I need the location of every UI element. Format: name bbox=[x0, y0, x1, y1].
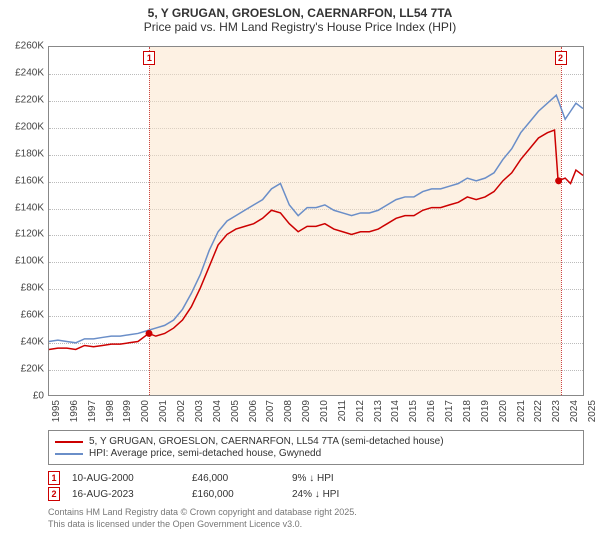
marker-dot-2 bbox=[555, 177, 562, 184]
y-tick: £240K bbox=[0, 67, 44, 78]
x-tick: 2001 bbox=[158, 400, 169, 422]
annot-marker-2: 2 bbox=[48, 487, 60, 501]
x-tick: 2007 bbox=[265, 400, 276, 422]
x-tick: 2005 bbox=[230, 400, 241, 422]
x-tick: 2022 bbox=[533, 400, 544, 422]
x-tick: 1998 bbox=[105, 400, 116, 422]
legend: 5, Y GRUGAN, GROESLON, CAERNARFON, LL54 … bbox=[48, 430, 584, 465]
legend-swatch-1 bbox=[55, 441, 83, 443]
annot-price: £160,000 bbox=[192, 489, 292, 500]
y-tick: £180K bbox=[0, 148, 44, 159]
x-tick: 1995 bbox=[51, 400, 62, 422]
x-tick: 1999 bbox=[122, 400, 133, 422]
y-tick: £260K bbox=[0, 41, 44, 52]
title-line-1: 5, Y GRUGAN, GROESLON, CAERNARFON, LL54 … bbox=[0, 6, 600, 20]
annotation-list: 1 10-AUG-2000£46,0009% ↓ HPI 2 16-AUG-2023£… bbox=[48, 471, 584, 501]
y-tick: £140K bbox=[0, 202, 44, 213]
x-tick: 2014 bbox=[390, 400, 401, 422]
annot-date: 16-AUG-2023 bbox=[72, 489, 192, 500]
y-tick: £100K bbox=[0, 256, 44, 267]
footer-line-2: This data is licensed under the Open Gov… bbox=[48, 519, 584, 531]
x-tick: 2004 bbox=[212, 400, 223, 422]
plot-area: 12 bbox=[48, 46, 584, 396]
y-tick: £40K bbox=[0, 337, 44, 348]
annot-pct: 9% ↓ HPI bbox=[292, 473, 372, 484]
footer: Contains HM Land Registry data © Crown c… bbox=[48, 507, 584, 530]
annot-marker-1: 1 bbox=[48, 471, 60, 485]
x-tick: 2025 bbox=[587, 400, 598, 422]
x-tick: 2000 bbox=[140, 400, 151, 422]
x-tick: 2024 bbox=[569, 400, 580, 422]
below-chart: 5, Y GRUGAN, GROESLON, CAERNARFON, LL54 … bbox=[48, 430, 584, 530]
y-tick: £0 bbox=[0, 391, 44, 402]
legend-row-1: 5, Y GRUGAN, GROESLON, CAERNARFON, LL54 … bbox=[55, 436, 577, 447]
marker-box-1: 1 bbox=[143, 51, 155, 65]
y-tick: £60K bbox=[0, 310, 44, 321]
marker-box-2: 2 bbox=[555, 51, 567, 65]
x-tick: 1996 bbox=[69, 400, 80, 422]
series-price_paid bbox=[49, 130, 583, 349]
x-tick: 2019 bbox=[480, 400, 491, 422]
series-svg bbox=[49, 47, 583, 395]
x-tick: 2015 bbox=[408, 400, 419, 422]
chart-container: 5, Y GRUGAN, GROESLON, CAERNARFON, LL54 … bbox=[0, 0, 600, 560]
x-tick: 2016 bbox=[426, 400, 437, 422]
x-tick: 2003 bbox=[194, 400, 205, 422]
y-tick: £80K bbox=[0, 283, 44, 294]
x-tick: 1997 bbox=[87, 400, 98, 422]
annotation-row-2: 2 16-AUG-2023£160,00024% ↓ HPI bbox=[48, 487, 584, 501]
y-tick: £160K bbox=[0, 175, 44, 186]
x-tick: 2020 bbox=[498, 400, 509, 422]
y-tick: £200K bbox=[0, 121, 44, 132]
annot-date: 10-AUG-2000 bbox=[72, 473, 192, 484]
annot-price: £46,000 bbox=[192, 473, 292, 484]
x-tick: 2009 bbox=[301, 400, 312, 422]
x-tick: 2006 bbox=[248, 400, 259, 422]
x-tick: 2012 bbox=[355, 400, 366, 422]
x-tick: 2023 bbox=[551, 400, 562, 422]
x-tick: 2002 bbox=[176, 400, 187, 422]
footer-line-1: Contains HM Land Registry data © Crown c… bbox=[48, 507, 584, 519]
marker-dot-1 bbox=[146, 330, 153, 337]
annotation-row-1: 1 10-AUG-2000£46,0009% ↓ HPI bbox=[48, 471, 584, 485]
legend-label-1: 5, Y GRUGAN, GROESLON, CAERNARFON, LL54 … bbox=[89, 436, 444, 447]
x-tick: 2021 bbox=[516, 400, 527, 422]
annot-pct: 24% ↓ HPI bbox=[292, 489, 372, 500]
x-tick: 2013 bbox=[373, 400, 384, 422]
x-tick: 2010 bbox=[319, 400, 330, 422]
legend-label-2: HPI: Average price, semi-detached house,… bbox=[89, 448, 321, 459]
y-tick: £220K bbox=[0, 94, 44, 105]
legend-swatch-2 bbox=[55, 453, 83, 455]
title-line-2: Price paid vs. HM Land Registry's House … bbox=[0, 20, 600, 34]
legend-row-2: HPI: Average price, semi-detached house,… bbox=[55, 448, 577, 459]
y-tick: £120K bbox=[0, 229, 44, 240]
title-block: 5, Y GRUGAN, GROESLON, CAERNARFON, LL54 … bbox=[0, 0, 600, 36]
x-tick: 2017 bbox=[444, 400, 455, 422]
x-tick: 2011 bbox=[337, 400, 348, 422]
x-tick: 2008 bbox=[283, 400, 294, 422]
x-tick: 2018 bbox=[462, 400, 473, 422]
y-tick: £20K bbox=[0, 364, 44, 375]
series-hpi bbox=[49, 95, 583, 343]
